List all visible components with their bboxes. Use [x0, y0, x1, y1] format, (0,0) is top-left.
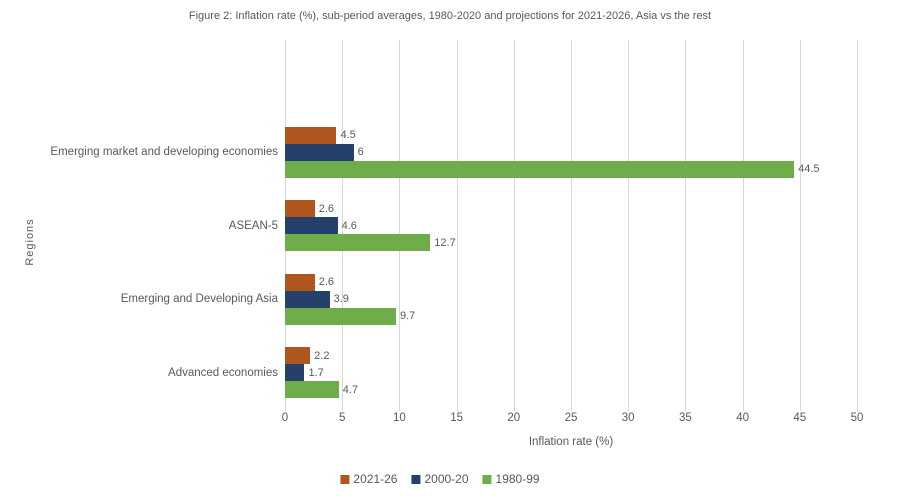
gridline: [513, 40, 515, 406]
gridline: [342, 40, 344, 406]
legend: 2021-26 2000-20 1980-99: [340, 472, 540, 486]
data-label: 9.7: [399, 310, 416, 322]
category-label: Emerging market and developing economies: [50, 146, 278, 158]
x-tick-label: 5: [338, 412, 346, 424]
bar-1980-99: [285, 381, 339, 398]
legend-swatch-icon: [411, 474, 421, 484]
gridline: [799, 40, 801, 406]
bar-1980-99: [285, 307, 396, 325]
legend-swatch-icon: [482, 474, 492, 484]
legend-label: 1980-99: [495, 472, 540, 486]
axis-tick: [685, 406, 687, 411]
axis-tick: [857, 406, 858, 411]
x-tick-label: 20: [507, 412, 521, 424]
axis-tick: [399, 406, 401, 411]
data-label: 2.6: [318, 276, 335, 288]
gridline: [685, 40, 687, 406]
axis-tick: [571, 406, 572, 411]
gridline: [571, 40, 572, 406]
legend-label: 2021-26: [353, 472, 398, 486]
x-tick-label: 35: [678, 412, 692, 424]
axis-tick: [742, 406, 744, 411]
axis-tick: [628, 406, 630, 411]
x-tick-label: 50: [850, 412, 864, 424]
data-label: 4.5: [340, 129, 356, 141]
axis-tick: [342, 406, 344, 411]
x-tick-label: 10: [392, 412, 406, 424]
legend-item-1980-99: 1980-99: [482, 472, 540, 486]
plot-area: 4.5 6 44.5 2.6 4.6 12.7 2.6 3.9 9.7 2.2 1.7 4.7: [285, 40, 858, 411]
legend-swatch-icon: [340, 474, 350, 484]
bar-2021-26: [285, 273, 315, 291]
bar-2000-20: [285, 143, 354, 161]
x-tick-label: 30: [621, 412, 635, 424]
data-label: 1.7: [308, 366, 324, 379]
category-label: Advanced economies: [168, 366, 278, 379]
axis-tick: [456, 406, 458, 411]
bar-2021-26: [285, 126, 337, 144]
data-label: 2.6: [318, 202, 335, 215]
data-label: 4.6: [341, 219, 357, 232]
data-label: 4.7: [342, 383, 359, 396]
data-label: 12.7: [434, 236, 456, 249]
axis-tick: [799, 406, 801, 411]
data-label: 2.2: [314, 349, 330, 362]
legend-item-2000-20: 2000-20: [411, 472, 469, 486]
x-axis-title: Inflation rate (%): [528, 436, 614, 448]
x-tick-label: 0: [281, 412, 289, 424]
axis-tick: [513, 406, 515, 411]
axis-tick: [285, 406, 286, 411]
x-tick-label: 15: [450, 412, 463, 424]
gridline: [456, 40, 458, 406]
gridline: [742, 40, 744, 406]
bar-2021-26: [285, 347, 311, 364]
gridline: [628, 40, 630, 406]
legend-item-2021-26: 2021-26: [340, 472, 397, 486]
category-label: Emerging and Developing Asia: [120, 293, 278, 305]
legend-label: 2000-20: [424, 472, 469, 486]
chart-title: Figure 2: Inflation rate (%), sub-period…: [188, 10, 712, 22]
bar-1980-99: [285, 160, 795, 178]
gridline: [857, 40, 858, 406]
data-label: 3.9: [333, 293, 349, 305]
x-tick-label: 40: [736, 412, 749, 424]
gridline: [399, 40, 401, 406]
data-label: 44.5: [798, 163, 820, 175]
data-label: 6: [357, 146, 364, 158]
bar-2021-26: [285, 200, 315, 217]
bar-1980-99: [285, 234, 431, 251]
bar-2000-20: [285, 364, 305, 381]
x-tick-label: 25: [564, 412, 578, 424]
x-tick-label: 45: [793, 412, 807, 424]
category-label: ASEAN-5: [228, 219, 278, 232]
bar-2000-20: [285, 290, 330, 308]
bar-2000-20: [285, 217, 338, 234]
